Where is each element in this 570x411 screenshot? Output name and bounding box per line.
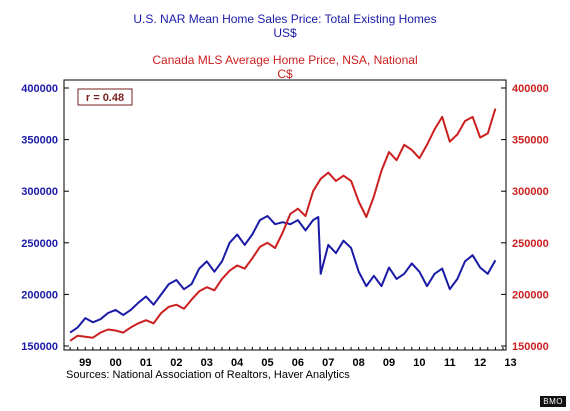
- x-tick-label: 01: [140, 357, 152, 369]
- x-tick-label: 09: [383, 357, 395, 369]
- x-tick-label: 05: [261, 357, 273, 369]
- left-y-tick-label: 250000: [21, 238, 58, 250]
- x-tick-label: 99: [79, 357, 91, 369]
- left-y-tick-label: 300000: [21, 186, 58, 198]
- x-tick-label: 02: [170, 357, 182, 369]
- canada-series-title: Canada MLS Average Home Price, NSA, Nati…: [152, 53, 418, 67]
- right-y-tick-label: 150000: [512, 341, 549, 353]
- right-y-tick-label: 200000: [512, 289, 549, 301]
- left-y-tick-label: 150000: [21, 341, 58, 353]
- right-y-tick-label: 400000: [512, 83, 549, 95]
- canada-series-unit: C$: [277, 67, 293, 81]
- right-y-tick-label: 300000: [512, 186, 549, 198]
- right-y-tick-label: 350000: [512, 135, 549, 147]
- correlation-box: [77, 88, 133, 106]
- x-tick-label: 11: [444, 357, 456, 369]
- plot-frame: [63, 79, 507, 351]
- x-tick-label: 04: [231, 357, 244, 369]
- correlation-label: r = 0.48: [86, 92, 124, 104]
- right-y-tick-label: 250000: [512, 238, 549, 250]
- left-y-tick-label: 200000: [21, 289, 58, 301]
- canada-price-line: [69, 108, 497, 342]
- us-series-title: U.S. NAR Mean Home Sales Price: Total Ex…: [133, 12, 437, 26]
- x-tick-label: 00: [110, 357, 122, 369]
- x-tick-label: 06: [292, 357, 304, 369]
- x-tick-label: 07: [322, 357, 334, 369]
- source-note: Sources: National Association of Realtor…: [66, 369, 350, 381]
- x-tick-label: 13: [504, 357, 516, 369]
- x-tick-label: 12: [474, 357, 486, 369]
- left-y-tick-label: 400000: [21, 83, 58, 95]
- us-series-unit: US$: [273, 26, 297, 40]
- x-tick-label: 10: [413, 357, 425, 369]
- x-tick-label: 08: [353, 357, 365, 369]
- bmo-credit-badge: BMO: [540, 396, 566, 407]
- x-tick-label: 03: [201, 357, 213, 369]
- left-y-tick-label: 350000: [21, 135, 58, 147]
